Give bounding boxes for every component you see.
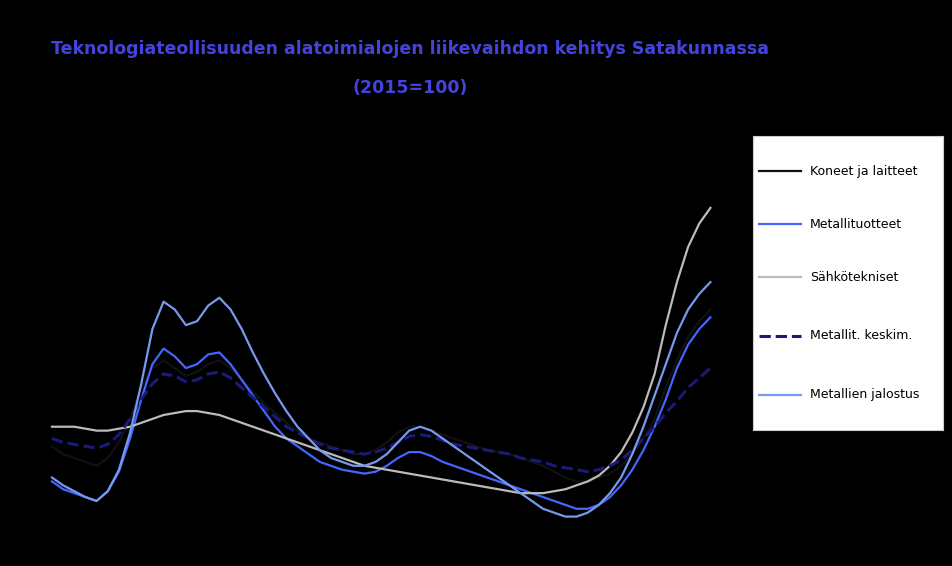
Text: Sähkötekniset: Sähkötekniset xyxy=(809,271,898,284)
Text: (2015=100): (2015=100) xyxy=(351,79,467,97)
Text: Metallit. keskim.: Metallit. keskim. xyxy=(809,329,911,342)
Text: Teknologiateollisuuden alatoimialojen liikevaihdon kehitys Satakunnassa: Teknologiateollisuuden alatoimialojen li… xyxy=(50,40,768,58)
Text: Metallien jalostus: Metallien jalostus xyxy=(809,388,919,401)
Text: Metallituotteet: Metallituotteet xyxy=(809,218,902,230)
Text: Koneet ja laitteet: Koneet ja laitteet xyxy=(809,165,917,178)
